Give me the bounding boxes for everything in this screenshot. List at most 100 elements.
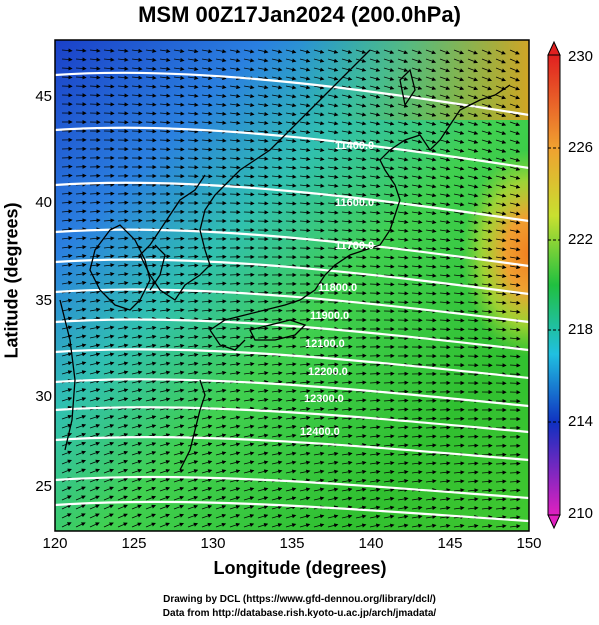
wind-arrow — [89, 75, 101, 80]
wind-arrow — [453, 112, 465, 117]
wind-arrow — [145, 129, 157, 134]
wind-arrow — [369, 76, 381, 81]
wind-arrow — [201, 147, 213, 152]
wind-arrow — [313, 228, 325, 233]
wind-arrow — [355, 85, 367, 90]
wind-arrow — [285, 183, 297, 188]
wind-arrow — [397, 184, 409, 189]
wind-arrow — [341, 103, 353, 108]
wind-arrow — [229, 308, 241, 313]
wind-arrow — [411, 193, 423, 198]
wind-arrow — [495, 300, 507, 305]
wind-arrow — [257, 201, 269, 206]
wind-arrow — [215, 308, 227, 313]
wind-arrow — [215, 102, 227, 107]
wind-arrow — [75, 66, 87, 71]
wind-arrow — [495, 291, 507, 296]
wind-arrow — [61, 75, 73, 80]
wind-arrow — [397, 255, 409, 260]
wind-arrow — [131, 245, 143, 250]
wind-arrow — [467, 130, 479, 135]
wind-arrow — [411, 291, 423, 296]
wind-arrow — [257, 165, 269, 170]
wind-arrow — [285, 103, 297, 108]
wind-arrow — [187, 102, 199, 107]
wind-arrow — [89, 245, 101, 250]
wind-arrow — [481, 291, 493, 296]
wind-arrow — [243, 308, 255, 313]
wind-arrow — [425, 219, 437, 225]
wind-arrow — [173, 263, 185, 268]
wind-arrow — [509, 76, 520, 82]
wind-arrow — [131, 93, 143, 98]
wind-arrow — [61, 262, 73, 268]
wind-arrow — [383, 121, 395, 126]
wind-arrow — [355, 94, 367, 99]
wind-arrow — [215, 67, 227, 72]
wind-arrow — [495, 220, 507, 225]
wind-arrow — [117, 298, 129, 304]
wind-arrow — [131, 111, 143, 116]
wind-arrow — [89, 93, 101, 98]
wind-arrow — [481, 282, 493, 287]
wind-arrow — [411, 184, 423, 189]
wind-arrow — [369, 210, 381, 215]
wind-arrow — [467, 139, 479, 144]
wind-arrow — [425, 58, 437, 64]
wind-arrow — [313, 219, 325, 224]
wind-arrow — [341, 76, 353, 81]
wind-arrow — [61, 173, 73, 178]
wind-arrow — [61, 48, 73, 53]
wind-arrow — [89, 209, 101, 214]
wind-arrow — [131, 263, 143, 268]
wind-arrow — [481, 211, 493, 216]
wind-arrow — [257, 94, 269, 99]
wind-arrow — [509, 211, 521, 216]
wind-arrow — [201, 120, 213, 125]
wind-arrow — [61, 218, 73, 223]
wind-arrow — [467, 76, 479, 82]
wind-arrow — [201, 299, 213, 304]
wind-arrow — [453, 184, 465, 189]
wind-arrow — [467, 148, 479, 153]
colorbar-tick-label: 218 — [568, 321, 594, 338]
wind-arrow — [271, 165, 283, 170]
wind-arrow — [453, 76, 465, 82]
wind-arrow — [397, 264, 409, 269]
wind-arrow — [397, 103, 409, 108]
wind-arrow — [397, 130, 409, 135]
wind-arrow — [453, 121, 465, 126]
credit-data: Data from http://database.rish.kyoto-u.a… — [162, 608, 437, 619]
wind-arrow — [467, 238, 479, 243]
wind-arrow — [411, 219, 423, 225]
wind-arrow — [187, 272, 199, 277]
wind-arrow — [117, 84, 129, 89]
wind-arrow — [285, 156, 297, 161]
wind-arrow — [313, 94, 325, 99]
wind-arrow — [355, 58, 367, 63]
wind-arrow — [439, 273, 451, 278]
wind-arrow — [495, 202, 507, 207]
contour-label: 11400.0 — [335, 140, 375, 152]
wind-arrow — [369, 67, 381, 72]
x-tick-label: 140 — [358, 535, 384, 552]
wind-arrow — [397, 76, 409, 81]
wind-arrow — [229, 49, 241, 54]
wind-arrow — [495, 112, 507, 118]
wind-arrow — [103, 263, 115, 268]
wind-arrow — [355, 49, 367, 54]
wind-arrow — [75, 254, 87, 259]
wind-arrow — [425, 255, 437, 260]
wind-arrow — [411, 139, 423, 144]
wind-arrow — [341, 148, 353, 153]
wind-arrow — [383, 166, 395, 171]
wind-arrow — [481, 300, 493, 305]
wind-arrow — [397, 85, 409, 90]
wind-arrow — [411, 166, 423, 171]
wind-arrow — [243, 183, 255, 188]
wind-arrow — [355, 201, 367, 206]
wind-arrow — [439, 211, 451, 216]
wind-arrow — [145, 290, 157, 295]
wind-arrow — [201, 75, 213, 81]
wind-arrow — [103, 289, 115, 295]
